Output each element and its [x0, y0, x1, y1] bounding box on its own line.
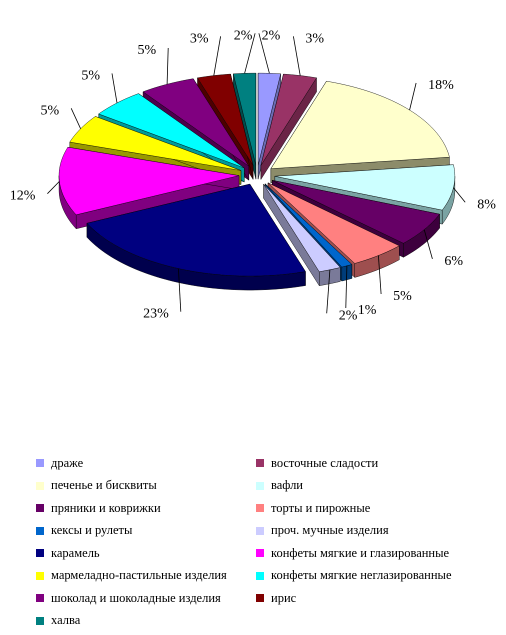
leader-line-2: [293, 36, 301, 76]
legend-item: ирис: [256, 590, 296, 606]
leader-line-1: [258, 33, 270, 74]
data-label-11: 5%: [41, 103, 60, 118]
legend-swatch: [36, 594, 44, 602]
data-label-5: 6%: [444, 254, 463, 269]
legend-label: ирис: [271, 590, 297, 605]
data-label-4: 8%: [477, 197, 496, 212]
legend-swatch: [36, 481, 44, 490]
legend-label: конфеты мягкие и глазированные: [271, 545, 450, 560]
leader-line-12: [111, 73, 118, 103]
legend-swatch: [36, 526, 44, 535]
legend-label: пряники и коврижки: [51, 500, 161, 515]
legend-label: мармеладно-пастильные изделия: [51, 568, 227, 582]
leader-line-15: [244, 33, 256, 74]
legend-item: конфеты мягкие неглазированные: [256, 568, 452, 584]
legend-swatch: [36, 571, 44, 580]
leader-line-10: [47, 181, 60, 194]
data-label-8: 2%: [339, 308, 358, 323]
legend-item: драже: [36, 455, 83, 471]
leader-line-13: [166, 47, 169, 85]
legend-swatch: [256, 526, 264, 535]
leader-line-6: [378, 255, 382, 295]
legend-swatch: [36, 616, 44, 625]
data-label-9: 23%: [143, 307, 169, 322]
pie-slice-9: [86, 183, 306, 291]
leader-line-11: [70, 108, 81, 129]
legend-item: пряники и коврижки: [36, 500, 161, 516]
legend-swatch: [36, 504, 44, 512]
legend-item: восточные сладости: [256, 455, 378, 471]
legend-swatch: [36, 549, 44, 557]
leader-line-3: [409, 82, 417, 111]
leader-line-4: [453, 187, 466, 203]
legend-label: вафли: [271, 478, 304, 492]
legend-item: шоколад и шоколадные изделия: [36, 590, 221, 606]
data-label-15: 2%: [234, 28, 253, 43]
legend-label: карамель: [51, 545, 100, 560]
legend-label: шоколад и шоколадные изделия: [51, 590, 221, 605]
pie-chart-svg: 2% 3%18%8%6%5%1%2%23%12%5%5%5%3% 2%: [10, 28, 496, 323]
legend-item: проч. мучные изделия: [256, 523, 389, 539]
pie-chart: 2% 3% 18% 8% 6% 5% 1% 2% 23% 12% 5% 5% 5% 3% 2%: [10, 28, 496, 323]
pie-slice-10: [58, 146, 240, 230]
chart-legend: драже восточные сладости печенье и бисквит…: [36, 455, 496, 630]
legend-item: карамель: [36, 545, 100, 561]
legend-label: восточные сладости: [271, 455, 379, 470]
data-label-10: 12%: [10, 189, 36, 204]
legend-label: конфеты мягкие неглазированные: [271, 568, 452, 582]
legend-swatch: [256, 549, 264, 557]
leader-line-5: [423, 229, 433, 260]
legend-label: кексы и рулеты: [51, 523, 133, 537]
legend-label: драже: [51, 455, 84, 470]
data-label-14: 3%: [190, 31, 209, 46]
pie-slice-2: [260, 73, 317, 181]
legend-label: торты и пирожные: [271, 500, 371, 515]
legend-item: вафли: [256, 478, 303, 494]
pie-slice-1: [257, 72, 281, 180]
legend-swatch: [36, 459, 44, 467]
pie-slice-15: [233, 72, 257, 180]
leader-line-9: [178, 268, 182, 312]
legend-label: халва: [51, 613, 81, 627]
legend-swatch: [256, 571, 264, 580]
data-label-7: 1%: [358, 303, 377, 318]
leader-line-14: [213, 36, 221, 76]
legend-item: мармеладно-пастильные изделия: [36, 568, 227, 584]
legend-label: проч. мучные изделия: [271, 523, 389, 537]
data-label-13: 5%: [138, 43, 157, 58]
legend-swatch: [256, 594, 264, 602]
legend-item: кексы и рулеты: [36, 523, 132, 539]
legend-item: халва: [36, 613, 80, 629]
leader-line-7: [345, 265, 348, 309]
data-label-12: 5%: [81, 68, 100, 83]
legend-swatch: [256, 481, 264, 490]
legend-item: торты и пирожные: [256, 500, 370, 516]
data-label-2: 3%: [305, 31, 324, 46]
data-label-6: 5%: [393, 289, 412, 304]
legend-item: печенье и бисквиты: [36, 478, 157, 494]
legend-swatch: [256, 504, 264, 512]
legend-swatch: [256, 459, 264, 467]
data-label-1: 2%: [262, 28, 281, 43]
legend-label: печенье и бисквиты: [51, 478, 157, 492]
data-label-3: 18%: [428, 78, 454, 93]
leader-line-8: [326, 269, 331, 314]
legend-item: конфеты мягкие и глазированные: [256, 545, 449, 561]
